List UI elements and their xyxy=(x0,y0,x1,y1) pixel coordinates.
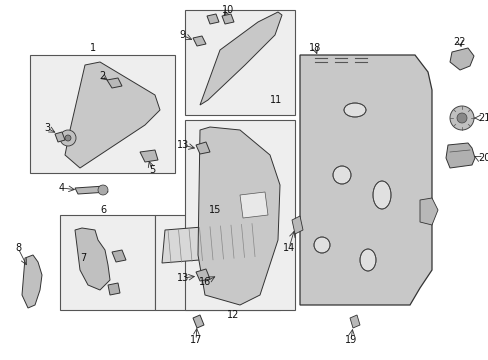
Text: 8: 8 xyxy=(15,243,21,253)
Polygon shape xyxy=(140,150,158,162)
Text: 18: 18 xyxy=(308,43,321,53)
Text: 20: 20 xyxy=(477,153,488,163)
Polygon shape xyxy=(299,55,431,305)
Text: 4: 4 xyxy=(59,183,65,193)
Text: 7: 7 xyxy=(80,253,86,263)
Circle shape xyxy=(332,166,350,184)
Polygon shape xyxy=(75,228,110,290)
Bar xyxy=(60,215,155,310)
Bar xyxy=(155,215,280,310)
Polygon shape xyxy=(200,12,282,105)
Text: 1: 1 xyxy=(90,43,96,53)
Polygon shape xyxy=(231,268,244,280)
Circle shape xyxy=(313,237,329,253)
Ellipse shape xyxy=(359,249,375,271)
Text: 22: 22 xyxy=(453,37,465,47)
Polygon shape xyxy=(55,132,65,142)
Circle shape xyxy=(98,185,108,195)
Polygon shape xyxy=(65,62,160,168)
Text: 19: 19 xyxy=(344,335,356,345)
Bar xyxy=(30,55,175,173)
Polygon shape xyxy=(222,14,234,24)
Circle shape xyxy=(60,130,76,146)
Text: 13: 13 xyxy=(177,140,189,150)
Polygon shape xyxy=(291,216,303,234)
Circle shape xyxy=(65,135,71,141)
Text: 13: 13 xyxy=(177,273,189,283)
Polygon shape xyxy=(107,78,122,88)
Polygon shape xyxy=(445,143,474,168)
Polygon shape xyxy=(419,198,437,225)
Polygon shape xyxy=(215,268,231,280)
Polygon shape xyxy=(193,315,203,328)
Ellipse shape xyxy=(372,181,390,209)
Text: 5: 5 xyxy=(148,165,155,175)
Polygon shape xyxy=(22,255,42,308)
Polygon shape xyxy=(108,283,120,295)
Text: 6: 6 xyxy=(100,205,106,215)
Text: 16: 16 xyxy=(199,277,211,287)
Text: 12: 12 xyxy=(226,310,239,320)
Polygon shape xyxy=(196,142,209,154)
Polygon shape xyxy=(240,192,267,218)
Polygon shape xyxy=(349,315,359,328)
Polygon shape xyxy=(196,269,209,281)
Polygon shape xyxy=(206,14,219,24)
Polygon shape xyxy=(198,127,280,305)
Circle shape xyxy=(456,113,466,123)
Polygon shape xyxy=(193,36,205,46)
Text: 10: 10 xyxy=(222,5,234,15)
Text: 2: 2 xyxy=(99,71,105,81)
Polygon shape xyxy=(75,186,108,194)
Bar xyxy=(184,120,294,310)
Circle shape xyxy=(449,106,473,130)
Bar xyxy=(184,10,294,115)
Text: 14: 14 xyxy=(282,243,295,253)
Polygon shape xyxy=(162,222,264,263)
Text: 11: 11 xyxy=(269,95,282,105)
Ellipse shape xyxy=(343,103,365,117)
Text: 3: 3 xyxy=(44,123,50,133)
Text: 21: 21 xyxy=(477,113,488,123)
Text: 9: 9 xyxy=(179,30,184,40)
Text: 17: 17 xyxy=(189,335,202,345)
Text: 15: 15 xyxy=(208,205,221,215)
Polygon shape xyxy=(112,250,126,262)
Polygon shape xyxy=(449,48,473,70)
